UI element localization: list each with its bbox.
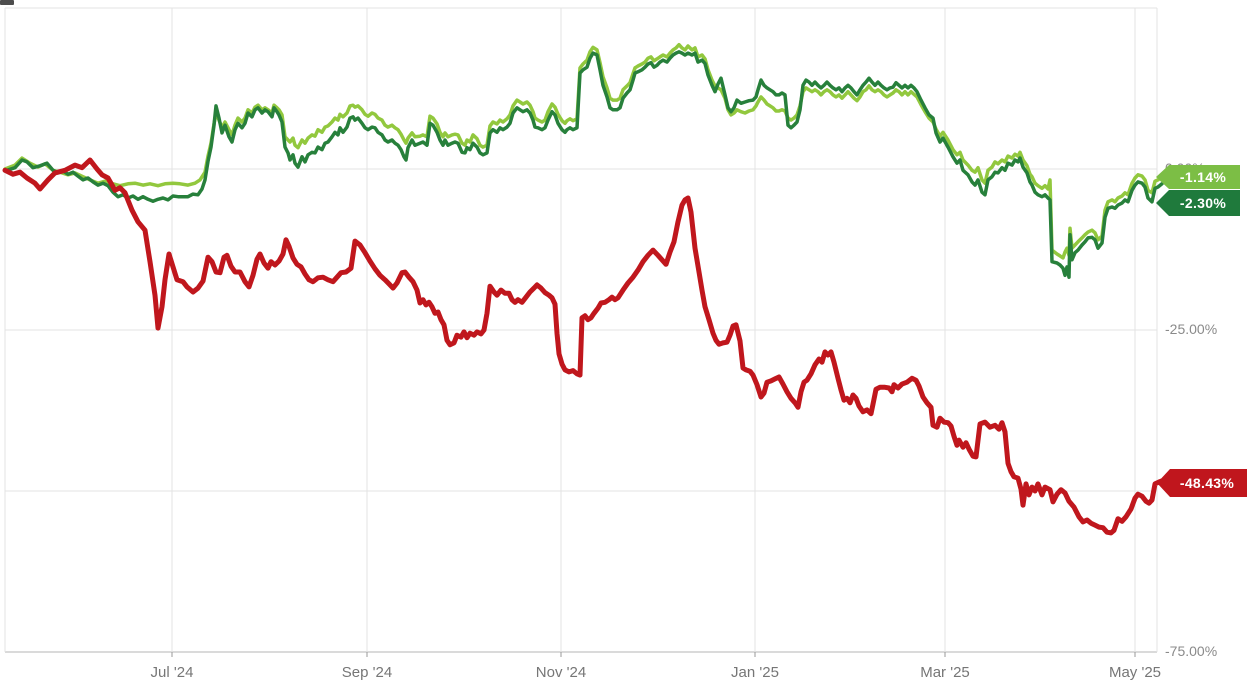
x-axis-label: Sep '24 — [341, 664, 393, 681]
red-series — [2, 157, 1165, 536]
light-green-badge: -1.14% — [1156, 165, 1240, 189]
x-axis-label: Nov '24 — [535, 664, 587, 681]
red-badge: -48.43% — [1157, 469, 1247, 497]
light-green-series — [3, 42, 1164, 260]
x-axis-label: Jul '24 — [150, 664, 194, 681]
x-axis-label: Jan '25 — [731, 664, 779, 681]
y-axis-label: -25.00% — [1165, 321, 1218, 337]
x-axis-label: May '25 — [1108, 664, 1162, 681]
x-axis-label: Mar '25 — [920, 664, 970, 681]
corner-artifact — [0, 0, 14, 5]
y-axis-label: -75.00% — [1165, 643, 1218, 659]
dark-green-series — [3, 50, 1164, 279]
dark-green-badge: -2.30% — [1156, 190, 1240, 216]
